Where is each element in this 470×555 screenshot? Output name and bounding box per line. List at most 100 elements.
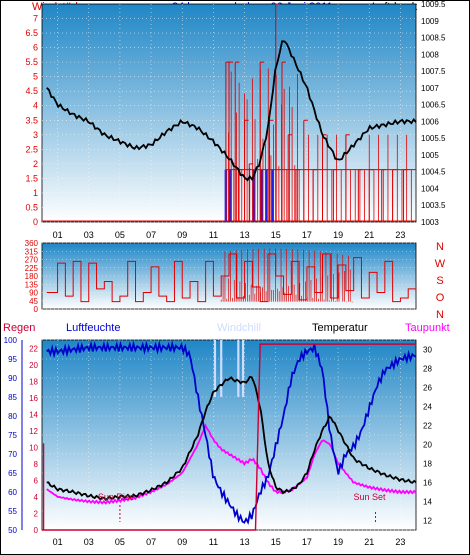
rain-tick-label: 10 (29, 443, 38, 452)
humidity-line (46, 340, 417, 525)
direction-tick-label: 315 (25, 247, 39, 256)
hour-tick-label: 05 (115, 537, 125, 547)
rain-tick-label: 18 (29, 377, 38, 386)
pressure-tick-label: 1006 (421, 117, 439, 126)
pressure-tick-label: 1004.5 (421, 168, 446, 177)
hour-tick-label: 03 (84, 537, 94, 547)
temperature-tick-label: 30 (423, 346, 432, 355)
hour-tick-label: 09 (177, 537, 187, 547)
temperature-tick-label: 12 (423, 517, 432, 526)
compass-label: N (436, 241, 444, 253)
sunset-label: Sun Set (353, 492, 386, 502)
pressure-tick-label: 1008.5 (421, 34, 446, 43)
wind-direction-line (46, 253, 417, 303)
hour-tick-label: 01 (53, 537, 63, 547)
hour-tick-label: 19 (333, 537, 343, 547)
pressure-tick-label: 1009.5 (421, 0, 446, 9)
hour-tick-label: 17 (302, 537, 312, 547)
wind-direction-series (46, 248, 417, 303)
hour-tick-label: 17 (302, 230, 312, 240)
humidity-tick-label: 50 (8, 526, 17, 535)
humidity-tick-label: 90 (8, 374, 17, 383)
panel3-hour-tick-labels: 01 03 05 07 09 11 13 15 17 19 21 23 (53, 537, 406, 547)
hour-tick-label: 11 (209, 537, 218, 547)
wind-tick-label: 3 (33, 130, 38, 140)
temperature-line (46, 375, 417, 502)
wind-tick-label: 2.5 (25, 144, 38, 154)
direction-tick-label: 90 (29, 289, 38, 298)
pressure-tick-label: 1009 (421, 17, 439, 26)
wind-tick-label: 1.5 (25, 173, 38, 183)
wind-tick-label: 4.5 (25, 86, 38, 96)
pressure-tick-labels: 1003 1003.5 1004 1004.5 1005 1005.5 1006 1006.5… (421, 0, 446, 227)
temperature-tick-label: 18 (423, 460, 432, 469)
windchill-series (213, 340, 245, 397)
rain-tick-label: 16 (29, 394, 38, 403)
direction-tick-label: 45 (29, 297, 38, 306)
dewpoint-line (46, 423, 417, 505)
windchill-legend: Windchill (217, 322, 261, 334)
wind-tick-label: 4 (33, 101, 38, 111)
temperature-tick-label: 16 (423, 479, 432, 488)
hour-tick-label: 07 (146, 230, 156, 240)
pressure-tick-label: 1003 (421, 218, 439, 227)
hour-tick-label: 21 (364, 537, 374, 547)
temperature-tick-label: 22 (423, 422, 432, 431)
pressure-tick-label: 1003.5 (421, 201, 446, 210)
rain-tick-labels: 0 2 4 6 8 10 12 14 16 18 20 22 (29, 344, 38, 535)
direction-tick-label: 135 (25, 280, 39, 289)
rain-axis-title: Regen (3, 322, 35, 334)
compass-label: O (436, 292, 445, 304)
pressure-tick-label: 1007.5 (421, 67, 446, 76)
wind-tick-label: 6 (33, 43, 38, 53)
wind-tick-label: 2 (33, 159, 38, 169)
rain-tick-label: 22 (29, 344, 38, 353)
rain-tick-label: 6 (34, 476, 39, 485)
humidity-tick-label: 75 (8, 431, 17, 440)
humidity-tick-labels: 50 55 60 65 70 75 80 85 90 95 100 (4, 336, 23, 535)
wind-tick-label: 5.5 (25, 57, 38, 67)
temperature-tick-label: 24 (423, 403, 432, 412)
temperature-tick-label: 28 (423, 365, 432, 374)
humidity-axis-title: Luftfeuchte (66, 322, 120, 334)
humidity-tick-label: 100 (4, 336, 18, 345)
direction-tick-label: 0 (34, 305, 39, 314)
hour-tick-label: 05 (115, 230, 125, 240)
temperature-tick-label: 14 (423, 498, 432, 507)
hour-tick-label: 23 (395, 230, 405, 240)
humidity-tick-label: 55 (8, 507, 17, 516)
direction-tick-label: 270 (25, 256, 39, 265)
wind-tick-label: 3.5 (25, 115, 38, 125)
humidity-tick-label: 80 (8, 412, 17, 421)
temperature-tick-labels: 12 14 16 18 20 22 24 26 28 30 (423, 346, 432, 526)
pressure-tick-label: 1005 (421, 151, 439, 160)
hour-tick-label: 15 (271, 537, 281, 547)
hour-tick-label: 03 (84, 230, 94, 240)
pressure-series (46, 40, 417, 182)
hour-tick-label: 13 (240, 230, 250, 240)
hour-tick-label: 23 (395, 537, 405, 547)
hour-tick-label: 07 (146, 537, 156, 547)
rain-tick-label: 12 (29, 427, 38, 436)
hour-tick-label: 11 (209, 230, 218, 240)
pressure-tick-label: 1007 (421, 84, 439, 93)
pressure-line (46, 40, 417, 182)
compass-label: N (436, 309, 444, 321)
wind-tick-label: 1 (33, 188, 38, 198)
pressure-tick-label: 1008 (421, 50, 439, 59)
temperature-legend: Temperatur (312, 322, 368, 334)
rain-tick-label: 8 (34, 460, 39, 469)
rain-tick-label: 14 (29, 410, 38, 419)
pressure-tick-label: 1005.5 (421, 134, 446, 143)
compass-label: W (435, 258, 446, 270)
pressure-tick-label: 1006.5 (421, 101, 446, 110)
wind-speed-tick-labels: 0 0.5 1 1.5 2 2.5 3 3.5 4 4.5 5 5.5 6 6.5 7 (25, 14, 38, 227)
wind-tick-label: 5 (33, 72, 38, 82)
direction-tick-label: 180 (25, 272, 39, 281)
wind-tick-label: 7 (33, 14, 38, 24)
sun-markers: Sun Rise Sun Set (98, 492, 386, 522)
wind-tick-label: 0.5 (25, 202, 38, 212)
rain-tick-label: 2 (34, 509, 39, 518)
